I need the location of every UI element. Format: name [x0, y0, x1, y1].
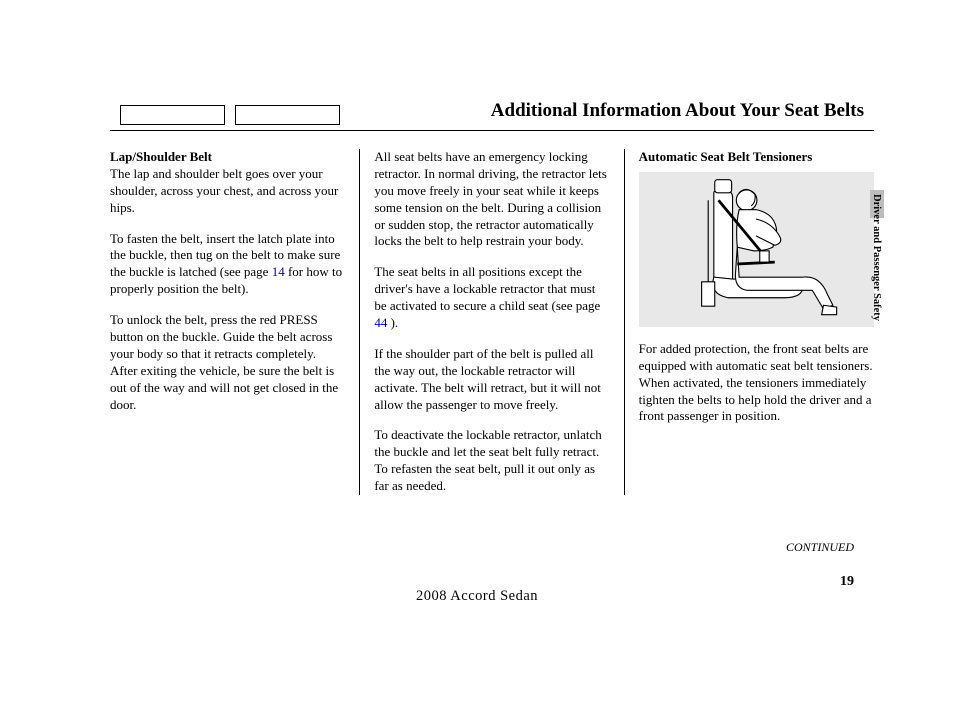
header-placeholder-boxes: [120, 105, 340, 125]
continued-label: CONTINUED: [786, 540, 854, 555]
paragraph: To fasten the belt, insert the latch pla…: [110, 231, 345, 299]
body-text: The seat belts in all positions except t…: [374, 264, 600, 313]
title-rule: [110, 130, 874, 131]
paragraph: To unlock the belt, press the red PRESS …: [110, 312, 345, 413]
paragraph: Lap/Shoulder Belt The lap and shoulder b…: [110, 149, 345, 217]
placeholder-box: [120, 105, 225, 125]
manual-page: Additional Information About Your Seat B…: [0, 0, 954, 710]
subheading-lap-shoulder: Lap/Shoulder Belt: [110, 149, 212, 164]
column-1: Lap/Shoulder Belt The lap and shoulder b…: [110, 149, 359, 495]
section-side-tab: Driver and Passenger Safety: [866, 190, 884, 360]
side-tab-label: Driver and Passenger Safety: [871, 194, 882, 321]
paragraph: The seat belts in all positions except t…: [374, 264, 609, 332]
paragraph: All seat belts have an emergency locking…: [374, 149, 609, 250]
page-ref-link[interactable]: 44: [374, 315, 387, 330]
paragraph: For added protection, the front seat bel…: [639, 341, 874, 425]
paragraph: If the shoulder part of the belt is pull…: [374, 346, 609, 414]
paragraph: To deactivate the lockable retractor, un…: [374, 427, 609, 495]
page-ref-link[interactable]: 14: [272, 264, 285, 279]
placeholder-box: [235, 105, 340, 125]
column-3: Automatic Seat Belt Tensioners: [625, 149, 874, 495]
footer-model-name: 2008 Accord Sedan: [0, 588, 954, 605]
body-text: The lap and shoulder belt goes over your…: [110, 166, 338, 215]
subheading-tensioners: Automatic Seat Belt Tensioners: [639, 149, 874, 166]
content-columns: Lap/Shoulder Belt The lap and shoulder b…: [110, 149, 874, 495]
column-2: All seat belts have an emergency locking…: [359, 149, 624, 495]
seatbelt-illustration: [639, 172, 874, 327]
body-text: ).: [387, 315, 398, 330]
